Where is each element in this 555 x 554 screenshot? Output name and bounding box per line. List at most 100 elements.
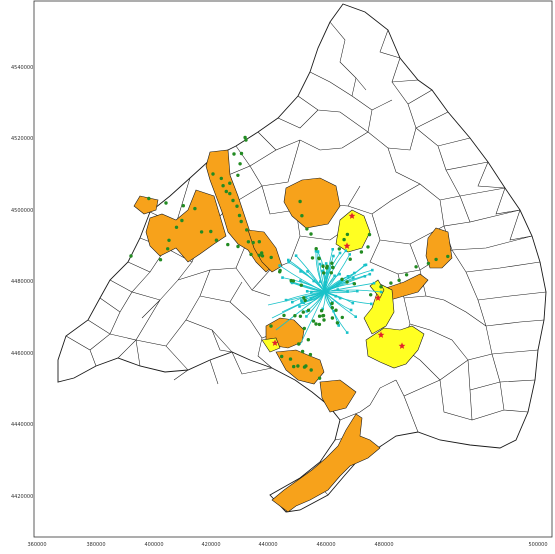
green-point bbox=[397, 278, 401, 282]
red-stars bbox=[271, 212, 406, 349]
green-point bbox=[325, 266, 329, 270]
green-point bbox=[224, 189, 228, 194]
green-point bbox=[345, 232, 350, 237]
x-tick-label: 500000 bbox=[528, 542, 547, 548]
green-point bbox=[251, 240, 255, 245]
route-line bbox=[324, 264, 365, 293]
green-point bbox=[306, 338, 310, 342]
green-point bbox=[446, 254, 450, 259]
route-endpoint bbox=[319, 280, 322, 283]
green-point bbox=[317, 376, 322, 380]
green-point bbox=[246, 240, 251, 244]
green-point bbox=[238, 162, 242, 166]
green-point bbox=[260, 251, 264, 255]
green-point bbox=[300, 214, 304, 218]
route-endpoint bbox=[281, 276, 284, 279]
route-line bbox=[324, 291, 372, 305]
route-endpoint bbox=[364, 263, 368, 267]
green-point bbox=[181, 204, 185, 208]
green-point bbox=[334, 308, 338, 312]
route-endpoint bbox=[372, 281, 376, 285]
green-point bbox=[317, 314, 322, 318]
orange-region bbox=[425, 227, 453, 269]
cyan-routes bbox=[267, 248, 383, 346]
orange-region bbox=[275, 349, 325, 385]
green-point bbox=[239, 219, 243, 224]
red-star-marker bbox=[398, 342, 406, 349]
x-tick-label: 380000 bbox=[86, 542, 105, 548]
green-point bbox=[211, 172, 215, 176]
y-tick-label: 4480000 bbox=[11, 279, 33, 285]
green-point bbox=[305, 227, 309, 231]
x-tick-label: 480000 bbox=[374, 542, 393, 548]
green-point bbox=[348, 257, 352, 261]
route-line bbox=[282, 277, 326, 293]
green-point bbox=[310, 256, 315, 260]
route-endpoint bbox=[370, 302, 373, 306]
green-point bbox=[330, 306, 334, 310]
green-point bbox=[296, 364, 300, 368]
route-endpoint bbox=[345, 331, 349, 334]
route-endpoint bbox=[294, 254, 298, 257]
yellow-region bbox=[335, 209, 371, 253]
green-point bbox=[245, 228, 249, 232]
green-point bbox=[282, 313, 286, 318]
route-endpoint bbox=[321, 307, 324, 311]
route-endpoint bbox=[351, 301, 355, 305]
green-point bbox=[280, 354, 284, 359]
green-point bbox=[317, 256, 321, 260]
green-point bbox=[329, 271, 333, 275]
route-line bbox=[307, 271, 326, 293]
green-point bbox=[321, 314, 325, 318]
y-tick-label: 4520000 bbox=[11, 136, 33, 142]
route-endpoint bbox=[331, 248, 334, 251]
route-endpoint bbox=[379, 290, 383, 294]
route-endpoint bbox=[349, 308, 353, 312]
green-point bbox=[236, 173, 240, 177]
green-point bbox=[269, 255, 273, 260]
route-endpoint bbox=[324, 262, 328, 265]
orange-region bbox=[133, 195, 159, 215]
orange-region bbox=[271, 413, 381, 513]
green-point bbox=[260, 254, 265, 258]
orange-region bbox=[283, 177, 341, 229]
route-endpoint bbox=[354, 315, 357, 318]
region-outline bbox=[57, 3, 547, 513]
route-line bbox=[291, 282, 326, 293]
green-point bbox=[426, 261, 431, 266]
route-endpoint bbox=[300, 299, 303, 302]
green-point bbox=[306, 308, 311, 312]
green-point bbox=[366, 245, 370, 249]
green-point bbox=[249, 252, 253, 257]
route-endpoint bbox=[312, 279, 315, 283]
green-point bbox=[193, 206, 197, 211]
route-endpoint bbox=[314, 249, 318, 253]
green-point bbox=[228, 191, 232, 196]
route-line bbox=[324, 290, 358, 294]
green-point bbox=[129, 254, 133, 258]
green-point bbox=[359, 250, 364, 254]
route-line bbox=[324, 272, 355, 293]
green-point bbox=[301, 310, 305, 314]
route-endpoint bbox=[346, 290, 349, 293]
route-line bbox=[324, 282, 375, 293]
green-point bbox=[335, 321, 340, 325]
green-point bbox=[289, 278, 293, 283]
y-tick-label: 4540000 bbox=[11, 65, 33, 71]
green-point bbox=[228, 181, 232, 185]
route-endpoint bbox=[338, 296, 342, 300]
route-endpoint bbox=[332, 254, 335, 258]
green-point bbox=[235, 204, 239, 208]
x-tick-label: 400000 bbox=[144, 542, 163, 548]
route-line bbox=[275, 291, 326, 331]
route-endpoint bbox=[368, 272, 372, 276]
green-point bbox=[214, 238, 219, 242]
green-point bbox=[199, 230, 204, 234]
x-tick-label: 420000 bbox=[201, 542, 220, 548]
green-points bbox=[129, 135, 450, 380]
green-point bbox=[166, 247, 170, 251]
green-point bbox=[330, 316, 335, 320]
route-line bbox=[267, 291, 326, 306]
green-point bbox=[389, 281, 393, 285]
green-point bbox=[330, 301, 334, 306]
